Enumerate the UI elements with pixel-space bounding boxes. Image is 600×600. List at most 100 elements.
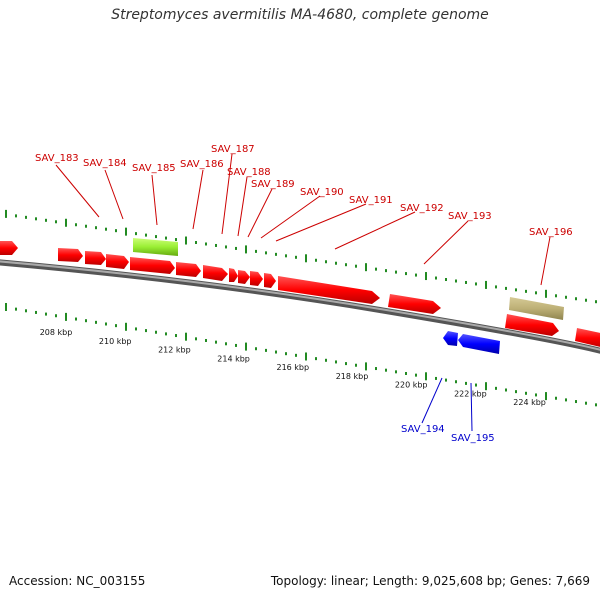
lower-minor-tick xyxy=(535,393,537,397)
lower-minor-tick xyxy=(575,400,577,404)
gene-highlight-sav-185[interactable] xyxy=(133,238,178,256)
gene-label-sav-183[interactable]: SAV_183 xyxy=(35,153,79,164)
gene-arrow-sav-186[interactable] xyxy=(130,257,175,274)
gene-arrow-sav-192[interactable] xyxy=(264,273,276,288)
leader-sav-183 xyxy=(55,164,100,218)
upper-minor-tick xyxy=(515,288,517,292)
upper-minor-tick xyxy=(465,280,467,284)
upper-minor-tick xyxy=(45,218,47,222)
gene-arrow-sav-183[interactable] xyxy=(58,248,83,262)
lower-major-tick xyxy=(245,342,247,351)
gene-label-sav-188[interactable]: SAV_188 xyxy=(227,167,271,178)
upper-minor-tick xyxy=(175,238,177,242)
gene-label-sav-190[interactable]: SAV_190 xyxy=(300,187,344,198)
leader-sav-196 xyxy=(540,236,551,286)
upper-minor-tick xyxy=(115,229,117,233)
leader-sav-185 xyxy=(151,174,158,226)
upper-major-tick xyxy=(245,245,247,254)
gene-arrow-sav-191[interactable] xyxy=(250,271,263,286)
upper-minor-tick xyxy=(55,220,57,224)
upper-minor-tick xyxy=(205,242,207,246)
gene-arrow-sav-189[interactable] xyxy=(229,268,238,282)
upper-minor-tick xyxy=(165,236,167,240)
lower-minor-tick xyxy=(205,338,207,342)
upper-minor-tick xyxy=(215,243,217,247)
upper-major-tick xyxy=(365,263,367,272)
upper-minor-tick xyxy=(275,252,277,256)
lower-minor-tick xyxy=(455,380,457,384)
leader-sav-194 xyxy=(421,377,443,424)
gene-arrow-sav-194[interactable] xyxy=(443,331,458,346)
gene-arrow[interactable] xyxy=(0,241,18,255)
upper-minor-tick xyxy=(595,300,597,304)
gene-arrow[interactable] xyxy=(388,294,441,314)
gene-arrow-sav-190[interactable] xyxy=(238,270,250,284)
lower-minor-tick xyxy=(445,378,447,382)
leader-sav-188 xyxy=(237,176,248,237)
lower-minor-tick xyxy=(95,320,97,324)
gene-arrow[interactable] xyxy=(505,314,559,336)
upper-minor-tick xyxy=(255,249,257,253)
gene-label-sav-191[interactable]: SAV_191 xyxy=(349,195,393,206)
lower-minor-tick xyxy=(315,357,317,361)
gene-arrow-sav-188[interactable] xyxy=(203,265,228,281)
lower-minor-tick xyxy=(255,347,257,351)
gene-label-sav-187[interactable]: SAV_187 xyxy=(211,144,255,155)
gene-label-sav-185[interactable]: SAV_185 xyxy=(132,163,176,174)
upper-minor-tick xyxy=(105,227,107,231)
leader-sav-192 xyxy=(334,211,416,250)
gene-arrow-sav-195[interactable] xyxy=(458,334,500,354)
lower-minor-tick xyxy=(75,317,77,321)
lower-major-tick xyxy=(305,352,307,361)
gene-track xyxy=(0,238,600,354)
label-leaders xyxy=(55,153,551,432)
upper-major-tick xyxy=(65,218,67,227)
upper-minor-tick xyxy=(355,264,357,268)
leader-sav-184 xyxy=(104,169,124,220)
upper-major-tick xyxy=(5,209,7,218)
lower-minor-tick xyxy=(475,383,477,387)
lower-minor-tick xyxy=(505,388,507,392)
upper-major-tick xyxy=(485,280,487,289)
upper-minor-tick xyxy=(475,282,477,286)
upper-minor-tick xyxy=(395,270,397,274)
lower-minor-tick xyxy=(145,329,147,333)
gene-arrow-sav-187[interactable] xyxy=(176,262,201,277)
lower-minor-tick xyxy=(325,358,327,362)
upper-minor-tick xyxy=(295,255,297,259)
upper-minor-tick xyxy=(15,214,17,218)
leader-sav-189 xyxy=(247,188,273,238)
axis-label: 208 kbp xyxy=(40,328,73,337)
gene-rna-sav-196[interactable] xyxy=(509,297,564,320)
accession-text: Accession: NC_003155 xyxy=(9,574,146,588)
gene-label-sav-195[interactable]: SAV_195 xyxy=(451,433,495,444)
page-title: Streptomyces avermitilis MA-4680, comple… xyxy=(111,7,489,23)
lower-minor-tick xyxy=(195,337,197,341)
gene-arrow-sav-185[interactable] xyxy=(106,254,129,269)
gene-arrow-sav-184[interactable] xyxy=(85,251,106,265)
gene-label-sav-184[interactable]: SAV_184 xyxy=(83,158,127,169)
axis-label: 222 kbp xyxy=(454,389,487,398)
upper-major-tick xyxy=(305,254,307,263)
gene-label-sav-186[interactable]: SAV_186 xyxy=(180,159,224,170)
lower-minor-tick xyxy=(525,391,527,395)
axis-label: 216 kbp xyxy=(276,363,309,372)
lower-minor-tick xyxy=(565,398,567,402)
lower-minor-tick xyxy=(35,310,37,314)
gene-label-sav-196[interactable]: SAV_196 xyxy=(529,227,573,238)
lower-major-tick xyxy=(425,372,427,381)
lower-minor-tick xyxy=(215,340,217,344)
gene-label-sav-192[interactable]: SAV_192 xyxy=(400,203,444,214)
gene-arrow-sav-193[interactable] xyxy=(278,276,380,304)
gene-label-sav-194[interactable]: SAV_194 xyxy=(401,424,445,435)
upper-minor-tick xyxy=(35,217,37,221)
gene-arrow[interactable] xyxy=(575,328,600,348)
leader-sav-191 xyxy=(275,203,367,242)
gene-label-sav-193[interactable]: SAV_193 xyxy=(448,211,492,222)
lower-minor-tick xyxy=(395,370,397,374)
axis-label: 218 kbp xyxy=(336,372,369,381)
upper-minor-tick xyxy=(225,245,227,249)
lower-minor-tick xyxy=(165,332,167,336)
gene-label-sav-189[interactable]: SAV_189 xyxy=(251,179,295,190)
